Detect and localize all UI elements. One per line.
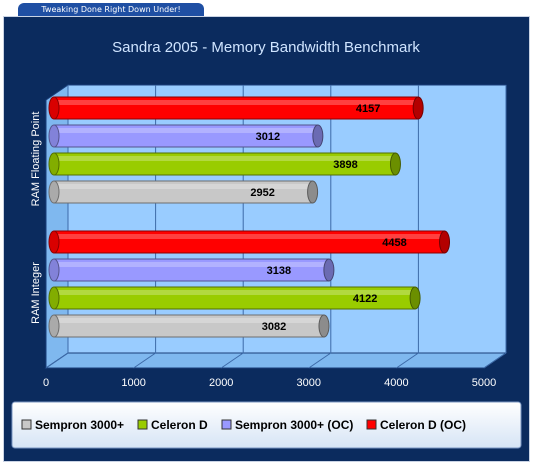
bar-start-cap: [48, 124, 60, 148]
bar-highlight: [54, 184, 313, 189]
bar-value-label: 3898: [333, 159, 357, 171]
bar: 3898: [48, 152, 401, 176]
bar-end-cap: [323, 258, 335, 282]
legend-swatch: [221, 419, 232, 430]
bar-start-cap: [48, 96, 60, 120]
bar: 2952: [48, 180, 319, 204]
bar-start-cap: [48, 230, 60, 254]
plot-floor: [44, 352, 508, 369]
legend-label: Sempron 3000+ (OC): [235, 418, 353, 432]
chart-title: Sandra 2005 - Memory Bandwidth Benchmark: [112, 39, 420, 56]
x-tick-label: 4000: [384, 377, 408, 389]
bar-value-label: 3012: [256, 131, 280, 143]
bar-end-cap: [312, 124, 324, 148]
x-tick-label: 1000: [121, 377, 145, 389]
bar: 3138: [48, 258, 335, 282]
x-tick-label: 3000: [297, 377, 321, 389]
bar-start-cap: [48, 314, 60, 338]
bar-end-cap: [409, 286, 421, 310]
bar: 4157: [48, 96, 424, 120]
legend-swatch: [137, 419, 148, 430]
bar-highlight: [54, 318, 324, 323]
category-label: RAM Floating Point: [30, 112, 42, 207]
bar-start-cap: [48, 180, 60, 204]
bar-value-label: 4122: [353, 293, 377, 305]
bar-highlight: [54, 290, 416, 295]
bar-highlight: [54, 262, 329, 267]
bar-value-label: 3082: [262, 321, 286, 333]
bar: 3082: [48, 314, 330, 338]
bar-start-cap: [48, 152, 60, 176]
bar: 4458: [48, 230, 451, 254]
grid-floor-line: [308, 352, 332, 369]
legend-swatch: [21, 419, 32, 430]
bar-highlight: [54, 128, 318, 133]
x-tick-label: 0: [43, 377, 49, 389]
grid-floor-line: [133, 352, 156, 369]
grid-floor-line: [396, 352, 419, 369]
legend-box: [11, 401, 522, 449]
bar-value-label: 2952: [250, 187, 274, 199]
bar-start-cap: [48, 258, 60, 282]
bar: 3012: [48, 124, 324, 148]
legend-label: Sempron 3000+: [35, 418, 124, 432]
legend-label: Celeron D: [151, 418, 208, 432]
grid-floor-line: [220, 352, 244, 369]
bar-highlight: [54, 100, 419, 105]
x-tick-label: 5000: [472, 377, 496, 389]
bar-value-label: 4458: [382, 237, 406, 249]
bar-end-cap: [439, 230, 451, 254]
bar-start-cap: [48, 286, 60, 310]
bar-end-cap: [389, 152, 401, 176]
bar-end-cap: [307, 180, 319, 204]
legend-label: Celeron D (OC): [380, 418, 466, 432]
grid-floor-line: [483, 352, 507, 369]
legend-swatch: [366, 419, 377, 430]
bar-value-label: 4157: [356, 103, 380, 115]
bar: 4122: [48, 286, 421, 310]
bar-highlight: [54, 234, 445, 239]
bar-end-cap: [318, 314, 330, 338]
bar-end-cap: [412, 96, 424, 120]
bar-highlight: [54, 156, 396, 161]
bar-value-label: 3138: [267, 265, 291, 277]
x-tick-label: 2000: [209, 377, 233, 389]
site-banner: Tweaking Done Right Down Under!: [18, 3, 204, 16]
category-label: RAM Integer: [30, 262, 42, 324]
grid-floor-line: [45, 352, 69, 369]
